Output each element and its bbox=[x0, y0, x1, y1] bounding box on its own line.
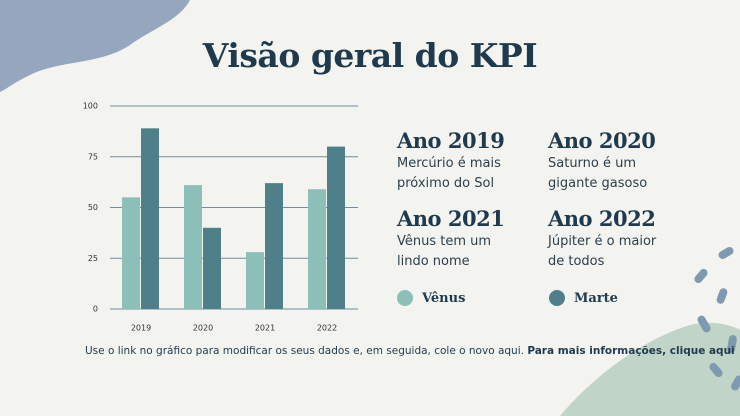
decor-dots bbox=[694, 247, 740, 391]
y-tick-label: 25 bbox=[88, 254, 98, 263]
legend-item: Vênus bbox=[397, 290, 465, 306]
x-tick-label: 2019 bbox=[131, 324, 151, 333]
footer-text: Use o link no gráfico para modificar os … bbox=[85, 345, 524, 357]
decor-blob bbox=[0, 0, 190, 92]
bar bbox=[184, 185, 202, 309]
bar bbox=[265, 183, 283, 309]
bar bbox=[327, 146, 345, 309]
info-card: Ano 2021 Vênus tem um lindo nome bbox=[397, 206, 522, 272]
y-tick-label: 50 bbox=[88, 203, 98, 212]
x-tick-label: 2020 bbox=[193, 324, 213, 333]
info-card: Ano 2022 Júpiter é o maior de todos bbox=[548, 206, 673, 272]
info-card: Ano 2019 Mercúrio é mais próximo do Sol bbox=[397, 128, 522, 194]
card-heading: Ano 2020 bbox=[548, 128, 656, 153]
legend-label: Marte bbox=[574, 290, 618, 306]
card-heading: Ano 2021 bbox=[397, 206, 505, 231]
bar bbox=[203, 227, 221, 309]
card-heading: Ano 2022 bbox=[548, 206, 656, 231]
x-tick-label: 2022 bbox=[317, 324, 337, 333]
card-text: Mercúrio é mais próximo do Sol bbox=[397, 156, 501, 191]
card-text: Saturno é um gigante gasoso bbox=[548, 156, 648, 191]
legend-swatch bbox=[397, 290, 413, 306]
decor-blob bbox=[560, 322, 740, 416]
y-tick-label: 100 bbox=[83, 102, 98, 111]
y-tick-label: 0 bbox=[93, 305, 98, 314]
card-text: Júpiter é o maior de todos bbox=[548, 234, 657, 269]
card-text: Vênus tem um lindo nome bbox=[397, 234, 492, 269]
bar bbox=[308, 189, 326, 309]
info-card: Ano 2020 Saturno é um gigante gasoso bbox=[548, 128, 673, 194]
legend-label: Vênus bbox=[422, 290, 466, 306]
footer: Use o link no gráfico para modificar os … bbox=[85, 345, 735, 357]
x-tick-label: 2021 bbox=[255, 324, 275, 333]
y-tick-label: 75 bbox=[88, 152, 98, 161]
legend-item: Marte bbox=[549, 290, 618, 306]
card-heading: Ano 2019 bbox=[397, 128, 505, 153]
bar bbox=[122, 197, 140, 309]
footer-link[interactable]: Para mais informações, clique aqui bbox=[527, 345, 735, 357]
bar bbox=[141, 128, 159, 309]
bar bbox=[246, 252, 264, 309]
slide-title: Visão geral do KPI bbox=[202, 36, 538, 75]
legend-swatch bbox=[549, 290, 565, 306]
